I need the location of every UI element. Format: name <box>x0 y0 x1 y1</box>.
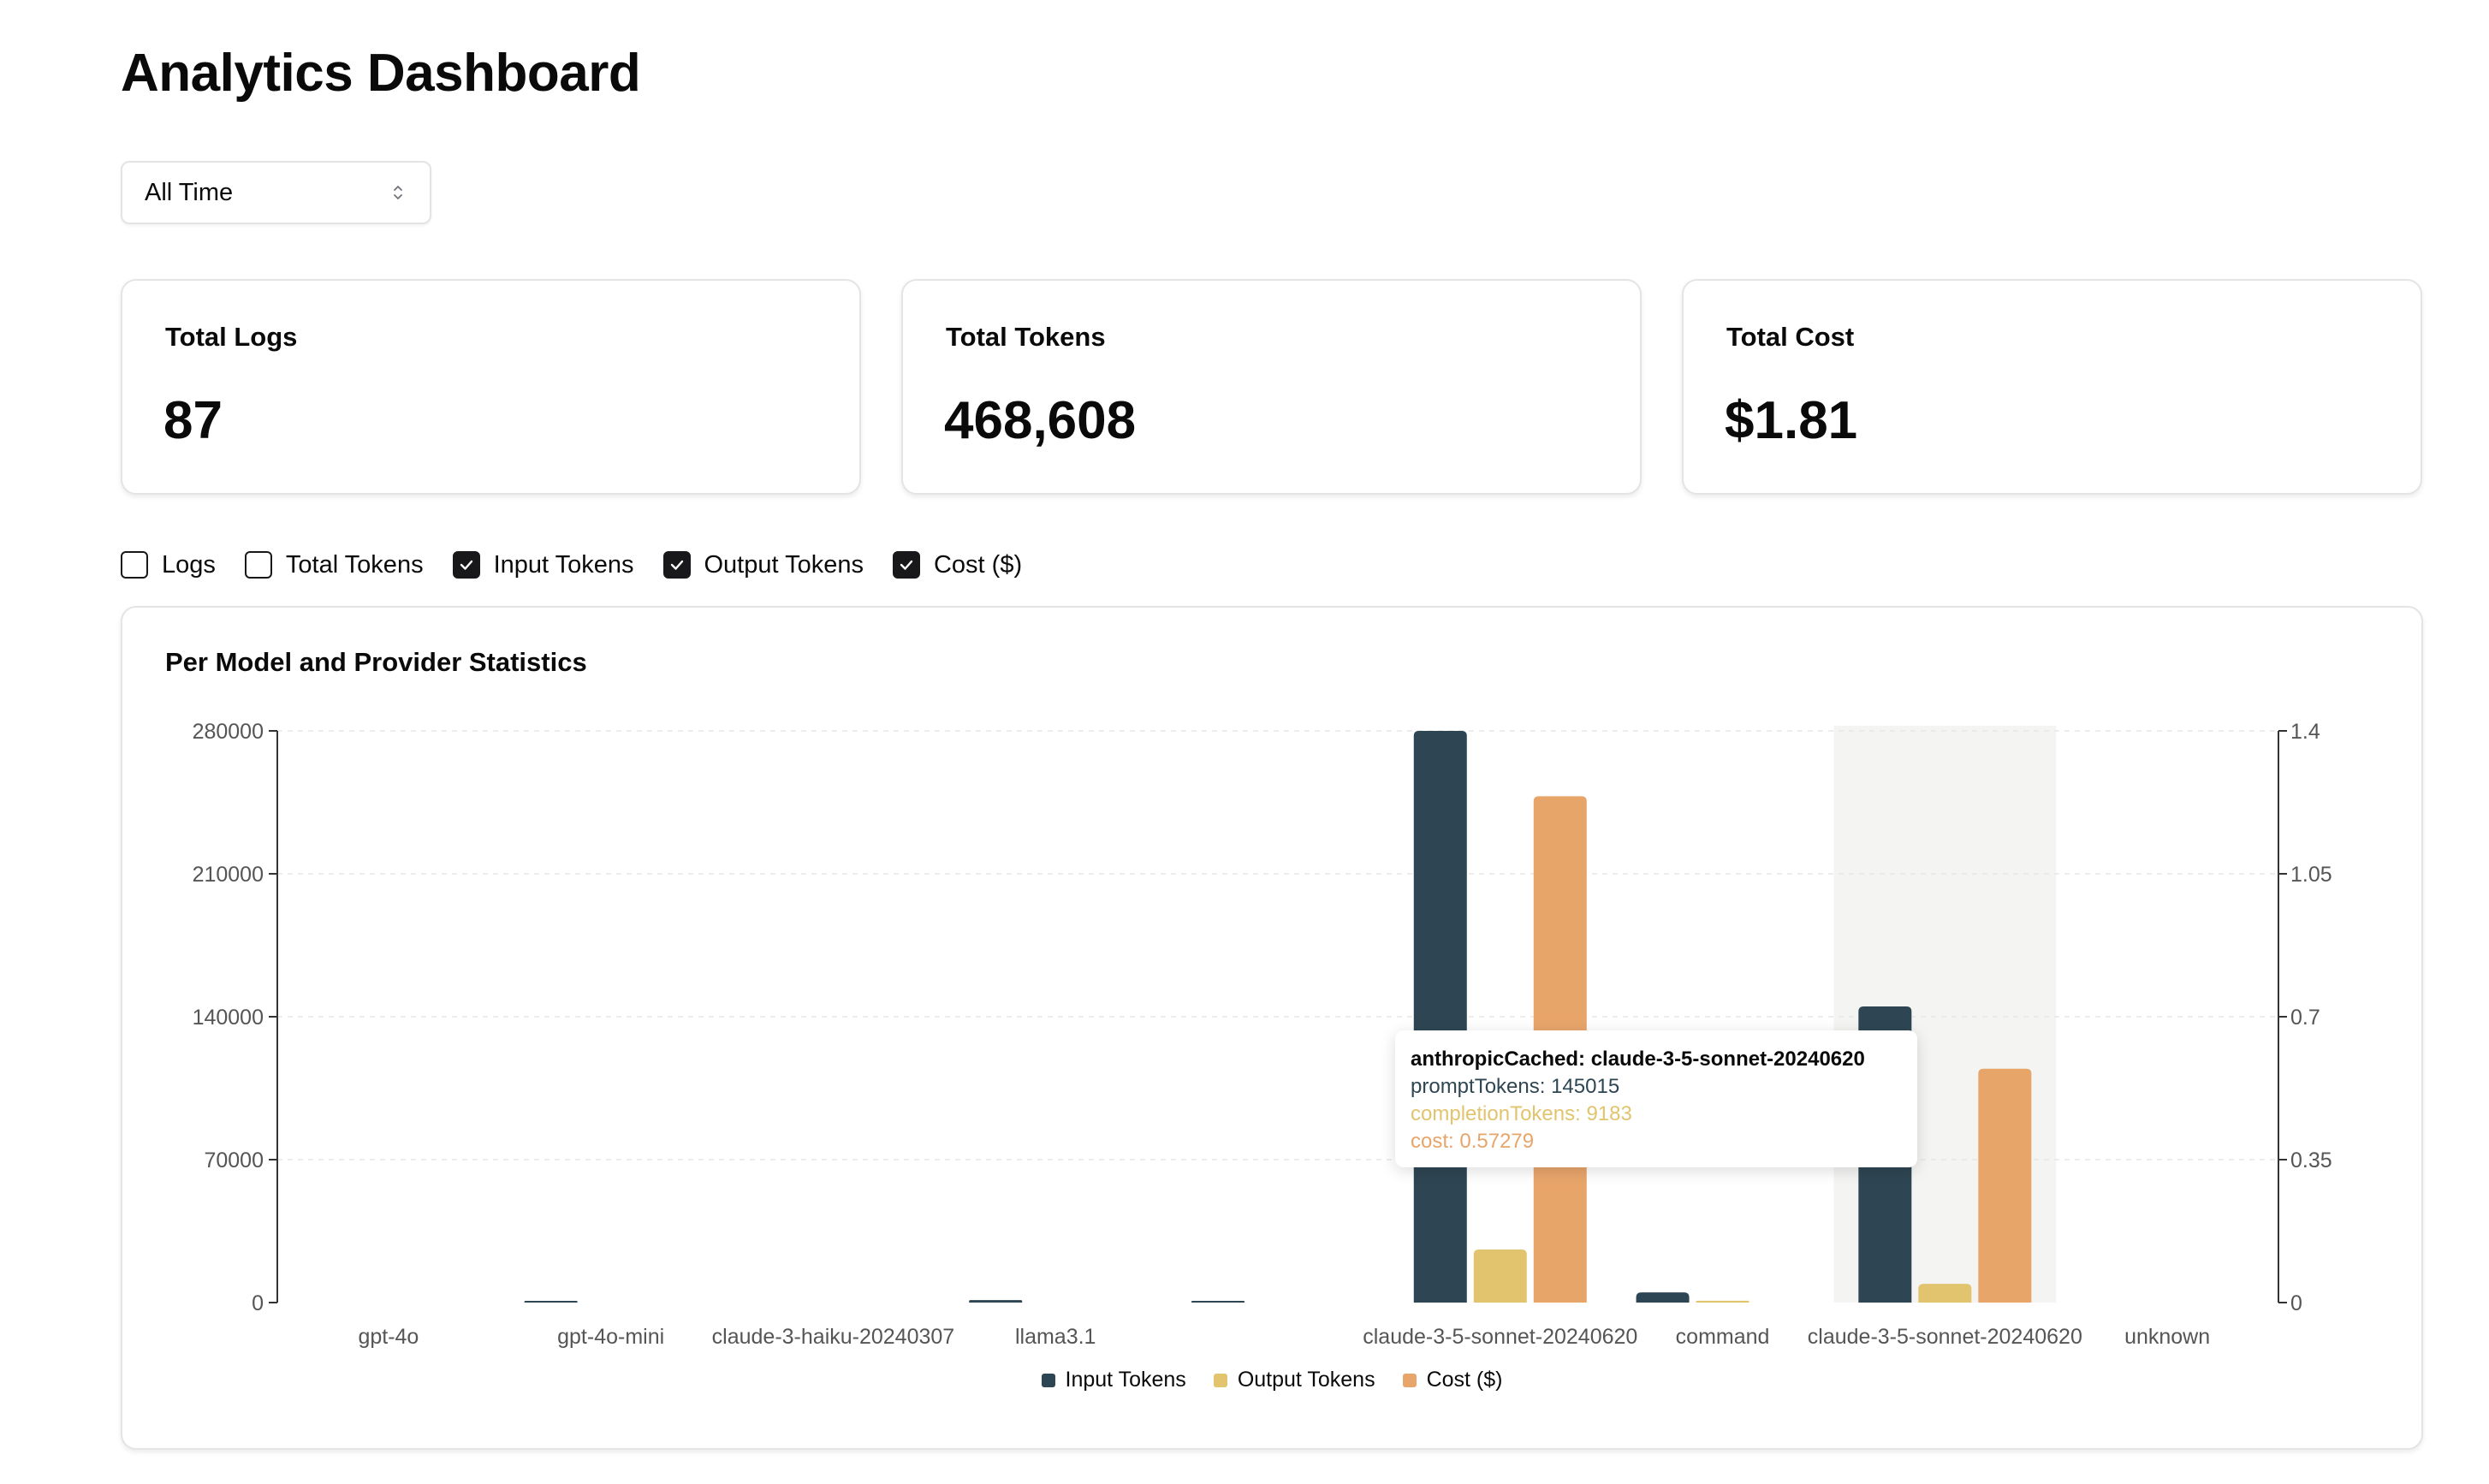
right-axis-tick-label: 0.7 <box>2290 1006 2320 1030</box>
right-axis-tick-label: 0.35 <box>2290 1149 2332 1172</box>
time-range-select[interactable]: All Time <box>121 161 431 224</box>
legend-label: Output Tokens <box>1237 1368 1375 1392</box>
legend-item-output[interactable]: Output Tokens <box>1213 1368 1375 1392</box>
total-tokens-value: 468,608 <box>944 391 1137 450</box>
chart-tooltip: anthropicCached: claude-3-5-sonnet-20240… <box>1395 1030 1917 1167</box>
toggle-label: Cost ($) <box>933 550 1023 579</box>
bar-output-tokens <box>1918 1284 1972 1303</box>
checkbox[interactable] <box>662 551 691 579</box>
total-cost-card: Total Cost $1.81 <box>1682 279 2422 495</box>
legend-item-input[interactable]: Input Tokens <box>1041 1368 1186 1392</box>
check-icon <box>460 560 472 570</box>
x-axis-tick-label: claude-3-5-sonnet-20240620 <box>1363 1325 1637 1349</box>
bar-chart: 0 70000 140000 210000 280000 0 0.35 0.7 1.05 1.4 g… <box>193 720 2332 1349</box>
x-axis-tick-label: gpt-4o-mini <box>557 1325 664 1349</box>
left-axis-tick-label: 70000 <box>204 1149 264 1172</box>
x-axis-tick-label: gpt-4o <box>358 1325 419 1349</box>
chevron-up-down-icon <box>394 186 402 199</box>
tooltip-title: anthropicCached: claude-3-5-sonnet-20240… <box>1411 1048 1865 1071</box>
toggle-label: Logs <box>162 550 216 579</box>
tooltip-completion-tokens: completionTokens: 9183 <box>1411 1102 1632 1125</box>
legend-item-cost[interactable]: Cost ($) <box>1402 1368 1503 1392</box>
left-axis-tick-label: 140000 <box>193 1006 264 1030</box>
bar-input-tokens <box>1413 731 1467 1303</box>
checkbox[interactable] <box>452 551 480 579</box>
right-axis-tick-label: 1.4 <box>2290 720 2320 744</box>
toggle-cost[interactable]: Cost ($) <box>892 550 1023 579</box>
x-axis-tick-label: llama3.1 <box>1015 1325 1096 1349</box>
total-logs-value: 87 <box>163 391 223 450</box>
bar-cost <box>1978 1068 2032 1303</box>
right-axis-tick-label: 0 <box>2290 1291 2302 1315</box>
bar-input-tokens <box>969 1300 1023 1303</box>
toggle-total-tokens[interactable]: Total Tokens <box>244 550 424 579</box>
legend-swatch <box>1402 1373 1417 1387</box>
model-stats-card: Per Model and Provider Statistics 0 70000… <box>121 606 2423 1450</box>
toggle-label: Input Tokens <box>493 550 634 579</box>
bar-output-tokens <box>1473 1249 1527 1303</box>
chart-title: Per Model and Provider Statistics <box>165 647 587 677</box>
checkbox[interactable] <box>892 551 920 579</box>
toggle-label: Output Tokens <box>704 550 864 579</box>
page-title: Analytics Dashboard <box>121 44 641 103</box>
bar-input-tokens <box>1636 1292 1690 1303</box>
x-axis-tick-label: command <box>1676 1325 1770 1349</box>
x-axis-tick-label: unknown <box>2124 1325 2210 1349</box>
metric-toggles: Logs Total Tokens Input Tokens Output To… <box>121 549 1051 580</box>
bar-output-tokens <box>1696 1300 1749 1303</box>
left-axis-tick-label: 0 <box>252 1291 264 1315</box>
time-range-value: All Time <box>145 178 234 206</box>
total-tokens-label: Total Tokens <box>946 322 1106 352</box>
checkbox[interactable] <box>121 551 148 579</box>
toggle-label: Total Tokens <box>285 550 424 579</box>
x-axis-tick-label: claude-3-5-sonnet-20240620 <box>1808 1325 2082 1349</box>
left-axis-tick-label: 210000 <box>193 863 264 887</box>
bar-input-tokens <box>524 1301 578 1303</box>
legend-label: Cost ($) <box>1426 1368 1503 1392</box>
tooltip-cost: cost: 0.57279 <box>1411 1130 1535 1153</box>
tooltip-prompt-tokens: promptTokens: 145015 <box>1411 1075 1620 1098</box>
check-icon <box>900 560 913 570</box>
left-axis-tick-label: 280000 <box>193 720 264 744</box>
total-logs-label: Total Logs <box>165 322 298 352</box>
right-axis-tick-label: 1.05 <box>2290 863 2332 887</box>
checkbox[interactable] <box>244 551 272 579</box>
check-icon <box>670 560 683 570</box>
legend-label: Input Tokens <box>1065 1368 1186 1392</box>
chart-legend: Input Tokens Output Tokens Cost ($) <box>122 1368 2421 1392</box>
x-axis-tick-label: claude-3-haiku-20240307 <box>712 1325 955 1349</box>
total-tokens-card: Total Tokens 468,608 <box>901 279 1642 495</box>
total-cost-value: $1.81 <box>1725 391 1858 450</box>
toggle-input-tokens[interactable]: Input Tokens <box>452 550 634 579</box>
total-logs-card: Total Logs 87 <box>121 279 861 495</box>
legend-swatch <box>1213 1373 1227 1387</box>
legend-swatch <box>1041 1373 1055 1387</box>
total-cost-label: Total Cost <box>1726 322 1855 352</box>
toggle-output-tokens[interactable]: Output Tokens <box>662 550 864 579</box>
toggle-logs[interactable]: Logs <box>121 551 216 579</box>
bar-input-tokens <box>1191 1301 1244 1303</box>
